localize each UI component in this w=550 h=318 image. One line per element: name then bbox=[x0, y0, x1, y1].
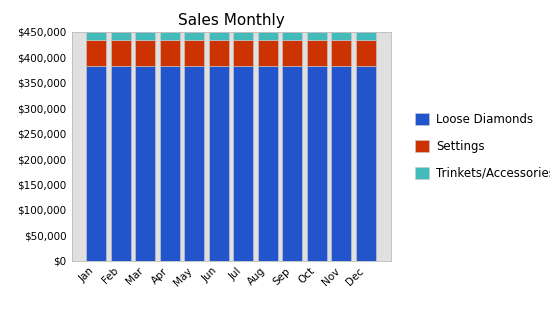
Legend: Loose Diamonds, Settings, Trinkets/Accessories: Loose Diamonds, Settings, Trinkets/Acces… bbox=[409, 107, 550, 186]
Bar bbox=[282, 40, 303, 66]
Bar bbox=[111, 66, 131, 261]
Bar bbox=[331, 32, 351, 40]
Bar bbox=[86, 40, 106, 66]
Bar bbox=[184, 40, 204, 66]
Bar bbox=[135, 66, 155, 261]
Bar bbox=[111, 32, 131, 40]
Bar bbox=[282, 66, 303, 261]
Title: Sales Monthly: Sales Monthly bbox=[178, 13, 284, 28]
Bar bbox=[208, 32, 229, 40]
Bar bbox=[282, 32, 303, 40]
Bar bbox=[307, 32, 327, 40]
Bar bbox=[331, 40, 351, 66]
Bar bbox=[135, 40, 155, 66]
Bar bbox=[208, 66, 229, 261]
Bar bbox=[307, 40, 327, 66]
Bar bbox=[160, 40, 180, 66]
Bar bbox=[184, 66, 204, 261]
Bar bbox=[258, 66, 278, 261]
Bar bbox=[160, 32, 180, 40]
Bar bbox=[184, 32, 204, 40]
Bar bbox=[86, 66, 106, 261]
Bar bbox=[307, 66, 327, 261]
Bar bbox=[356, 40, 376, 66]
Bar bbox=[258, 40, 278, 66]
Bar bbox=[160, 66, 180, 261]
Bar bbox=[233, 40, 254, 66]
Bar bbox=[135, 32, 155, 40]
Bar bbox=[356, 66, 376, 261]
Bar bbox=[111, 40, 131, 66]
Bar bbox=[331, 66, 351, 261]
Bar bbox=[86, 32, 106, 40]
Bar bbox=[233, 32, 254, 40]
Bar bbox=[233, 66, 254, 261]
Bar bbox=[258, 32, 278, 40]
Bar bbox=[356, 32, 376, 40]
Bar bbox=[208, 40, 229, 66]
